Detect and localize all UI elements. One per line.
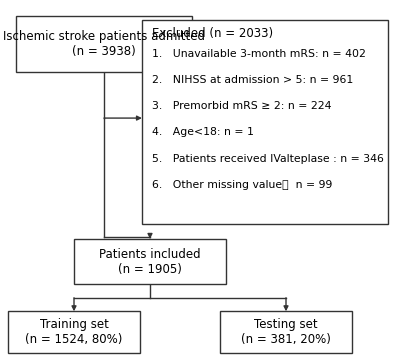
Text: 5.   Patients received IValteplase : n = 346: 5. Patients received IValteplase : n = 3…	[152, 154, 384, 164]
FancyBboxPatch shape	[220, 311, 352, 353]
Text: Testing set
(n = 381, 20%): Testing set (n = 381, 20%)	[241, 318, 331, 346]
Text: Patients included
(n = 1905): Patients included (n = 1905)	[99, 248, 201, 275]
Text: Excluded (n = 2033): Excluded (n = 2033)	[152, 27, 273, 40]
Text: 6.   Other missing value：  n = 99: 6. Other missing value： n = 99	[152, 180, 332, 190]
Text: 3.   Premorbid mRS ≥ 2: n = 224: 3. Premorbid mRS ≥ 2: n = 224	[152, 101, 332, 111]
Text: 1.   Unavailable 3-month mRS: n = 402: 1. Unavailable 3-month mRS: n = 402	[152, 49, 366, 59]
FancyBboxPatch shape	[142, 20, 388, 224]
Text: Ischemic stroke patients admitted
(n = 3938): Ischemic stroke patients admitted (n = 3…	[3, 30, 205, 58]
Text: Training set
(n = 1524, 80%): Training set (n = 1524, 80%)	[25, 318, 123, 346]
Text: 4.   Age<18: n = 1: 4. Age<18: n = 1	[152, 127, 254, 138]
FancyBboxPatch shape	[8, 311, 140, 353]
Text: 2.   NIHSS at admission > 5: n = 961: 2. NIHSS at admission > 5: n = 961	[152, 75, 353, 85]
FancyBboxPatch shape	[16, 16, 192, 72]
FancyBboxPatch shape	[74, 239, 226, 284]
